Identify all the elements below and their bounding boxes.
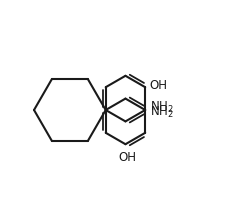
- Text: OH: OH: [119, 151, 137, 164]
- Text: NH$_2$: NH$_2$: [150, 100, 173, 115]
- Text: OH: OH: [150, 79, 168, 92]
- Text: NH$_2$: NH$_2$: [150, 105, 173, 120]
